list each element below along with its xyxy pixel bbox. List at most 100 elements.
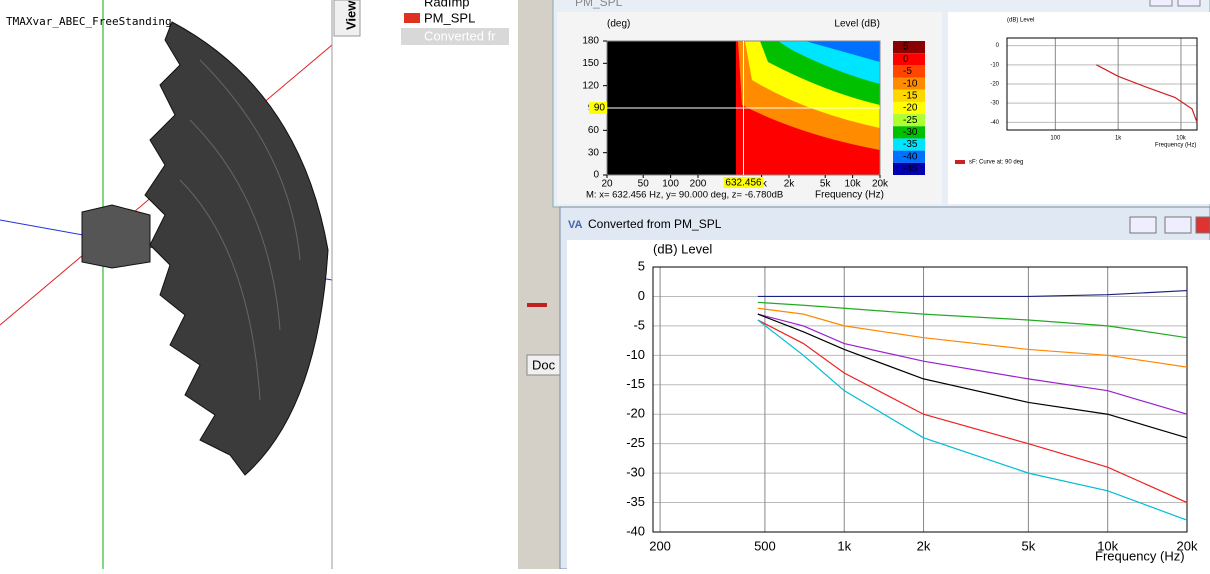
x-tick-label: 20k — [872, 179, 889, 190]
curve — [757, 319, 1188, 504]
x-tick-label: 20 — [601, 179, 613, 190]
x-tick-label: 2k — [784, 179, 796, 190]
y-tick-label: 5 — [638, 258, 645, 273]
cursor-y-label: 90 — [594, 103, 606, 114]
y-tick-label: -40 — [626, 523, 645, 538]
x-tick-label: 500 — [754, 538, 776, 553]
curve — [757, 307, 1188, 368]
y-tick-label: 0 — [593, 170, 599, 181]
y-tick-label: 30 — [588, 147, 600, 158]
y-tick-label: -15 — [626, 376, 645, 391]
x-tick-label: 200 — [649, 538, 671, 553]
x-tick-label: 5k — [820, 179, 832, 190]
tree-item[interactable]: Converted fr — [424, 28, 496, 43]
curve — [1096, 64, 1198, 123]
viewport-label: TMAXvar_ABEC_FreeStanding — [6, 15, 172, 28]
max-button[interactable] — [1177, 0, 1201, 7]
colorbar-label: -40 — [903, 151, 918, 162]
y-tick-label: -40 — [990, 120, 999, 126]
curve — [757, 313, 1188, 415]
x-tick-label: 20k — [1177, 538, 1198, 553]
colorbar-swatch — [893, 101, 925, 115]
colorbar-label: -45 — [903, 164, 918, 175]
view-tab-label: View — [343, 0, 358, 30]
horn-mesh — [144, 21, 329, 476]
x-tick-label: 100 — [1050, 136, 1061, 142]
side-panel — [948, 12, 1210, 204]
colorbar-label: -15 — [903, 90, 918, 101]
y-tick-label: 180 — [582, 36, 599, 47]
plot-area — [652, 266, 1188, 533]
colorbar-label: 0 — [903, 54, 909, 65]
y-label: (dB) Level — [653, 241, 712, 256]
x-label: Frequency (Hz) — [815, 190, 884, 201]
colorbar-label: -25 — [903, 115, 918, 126]
z-label: Level (dB) — [834, 19, 880, 30]
curve — [757, 319, 1188, 521]
x-tick-label: 10k — [1176, 136, 1187, 142]
tree-item[interactable]: RadImp — [424, 0, 470, 9]
doc-button-label: Doc — [532, 357, 556, 372]
y-label: (deg) — [607, 19, 630, 30]
x-tick-label: 200 — [690, 179, 707, 190]
view-tab[interactable] — [333, 0, 361, 37]
plot-frame — [652, 266, 1188, 533]
legend-swatch — [955, 160, 965, 164]
mesh-lines — [179, 59, 301, 401]
x-label: Frequency (Hz) — [1095, 548, 1185, 563]
legend-label: sF: Curve at: 90 deg — [969, 160, 1023, 166]
colorbar-label: -10 — [903, 78, 918, 89]
max-button[interactable] — [1164, 216, 1192, 234]
y-tick-label: -25 — [626, 435, 645, 450]
x-tick-label: 50 — [638, 179, 650, 190]
y-tick-label: -20 — [990, 82, 999, 88]
close-button[interactable] — [1195, 216, 1210, 234]
colorbar-label: 5 — [903, 42, 909, 53]
colorbar-label: -35 — [903, 139, 918, 150]
y-tick-label: 0 — [996, 43, 1000, 49]
tree-panel — [333, 0, 519, 569]
x-tick-label: 5k — [1022, 538, 1036, 553]
colorbar-swatch — [893, 89, 925, 102]
y-tick-label: -30 — [626, 465, 645, 480]
colorbar-swatch — [893, 150, 925, 163]
app-icon: VA — [568, 219, 583, 231]
curve — [757, 313, 1188, 439]
colorbar-label: -30 — [903, 127, 918, 138]
colorbar-swatch — [893, 41, 925, 54]
tree-item[interactable]: PM_SPL — [424, 10, 475, 25]
curve — [757, 289, 1188, 298]
x-tick-label: 100 — [662, 179, 679, 190]
heatmap-image — [607, 41, 880, 175]
colorbar-swatch — [893, 77, 925, 90]
x-label: Frequency (Hz) — [1155, 143, 1196, 149]
bottom-window-title: Converted from PM_SPL — [588, 217, 722, 231]
y-tick-label: -10 — [990, 62, 999, 68]
plot-frame — [1006, 37, 1198, 131]
min-button[interactable] — [1149, 0, 1173, 7]
x-tick-label: 10k — [845, 179, 862, 190]
curve — [757, 301, 1188, 339]
throat — [81, 204, 151, 269]
y-tick-label: -35 — [626, 494, 645, 509]
legend-chip — [527, 303, 547, 307]
colorbar-label: -20 — [903, 103, 918, 114]
y-tick-label: -30 — [990, 101, 999, 107]
top-window-title: PM_SPL — [575, 0, 623, 9]
x-tick-label: 2k — [917, 538, 931, 553]
x-tick-label: 1k — [1115, 136, 1122, 142]
x-tick-label: 10k — [1097, 538, 1118, 553]
status: M: x= 632.456 Hz, y= 90.000 deg, z= -6.7… — [586, 190, 783, 201]
colorbar-swatch — [893, 162, 925, 175]
cursor-x-bg — [723, 177, 764, 188]
colorbar-swatch — [893, 126, 925, 139]
colorbar-label: -5 — [903, 66, 912, 77]
min-button[interactable] — [1129, 216, 1157, 234]
colorbar-swatch — [893, 114, 925, 127]
cursor-y-bg — [589, 102, 607, 114]
selected-item — [401, 28, 509, 45]
colorbar-swatch — [893, 53, 925, 66]
y-tick-label: 60 — [588, 125, 600, 136]
cursor-x-label: 632.456 — [725, 178, 762, 189]
